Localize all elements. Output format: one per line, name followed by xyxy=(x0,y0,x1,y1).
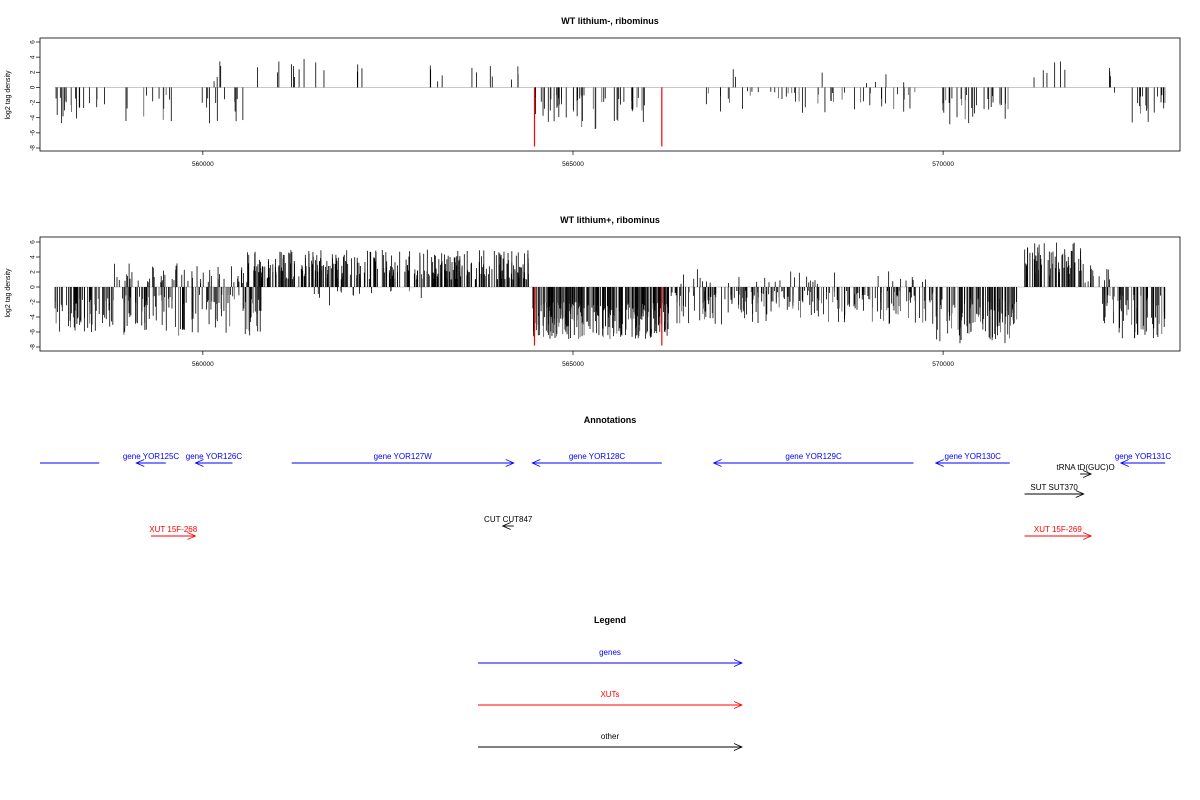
y-tick-label: -2 xyxy=(29,299,36,305)
y-tick-label: 6 xyxy=(29,40,36,44)
annotation-feature: gene YOR125C xyxy=(123,452,180,467)
annotation-feature: gene YOR130C xyxy=(934,452,1010,467)
panel-2-ylabel: log2 tag density xyxy=(5,268,12,318)
x-tick-label: 560000 xyxy=(192,361,214,368)
y-tick-label: 2 xyxy=(29,70,36,74)
feature-label: gene YOR128C xyxy=(569,452,626,461)
arrow-head xyxy=(135,459,145,467)
arrow-head xyxy=(733,743,743,751)
arrow-head xyxy=(501,522,511,530)
arrow-head xyxy=(1075,490,1085,498)
panel-1-title: WT lithium-, ribominus xyxy=(561,16,659,26)
legend-label: XUTs xyxy=(600,690,619,699)
y-tick-label: 0 xyxy=(29,285,36,289)
annotation-feature: gene YOR126C xyxy=(186,452,243,467)
legend-item: genes xyxy=(478,648,743,667)
panel-lithium-minus: WT lithium-, ribominus log2 tag density … xyxy=(5,16,1181,168)
annotation-feature: SUT SUT370 xyxy=(1024,483,1085,498)
y-tick-label: -6 xyxy=(29,329,36,335)
legend-label: genes xyxy=(599,648,621,657)
y-tick-label: 4 xyxy=(29,55,36,59)
legend-item: XUTs xyxy=(478,690,743,709)
annotations-title: Annotations xyxy=(584,415,637,425)
panel-1-ylabel: log2 tag density xyxy=(5,70,12,120)
feature-label: gene YOR125C xyxy=(123,452,180,461)
y-tick-label: 2 xyxy=(29,270,36,274)
annotation-feature: XUT 15F-269 xyxy=(1024,525,1093,540)
annotation-feature: gene YOR129C xyxy=(712,452,914,467)
x-tick-label: 565000 xyxy=(562,361,584,368)
panel-2-frame xyxy=(39,236,1181,352)
feature-label: gene YOR131C xyxy=(1115,452,1172,461)
panel-1-x-axis: 560000 565000 570000 xyxy=(192,151,954,168)
feature-label: gene YOR129C xyxy=(785,452,842,461)
feature-label: XUT 15F-269 xyxy=(1034,525,1082,534)
feature-label: gene YOR127W xyxy=(374,452,433,461)
feature-label: CUT CUT847 xyxy=(484,515,533,524)
panel-2-x-axis: 560000 565000 570000 xyxy=(192,351,954,368)
feature-label: XUT 15F-268 xyxy=(149,525,197,534)
annotation-feature: gene YOR127W xyxy=(291,452,515,467)
y-tick-label: 4 xyxy=(29,255,36,259)
arrow-head xyxy=(934,459,944,467)
y-tick-label: 6 xyxy=(29,240,36,244)
y-tick-label: -4 xyxy=(29,114,36,120)
y-tick-label: -6 xyxy=(29,130,36,136)
annotation-feature: CUT CUT847 xyxy=(484,515,533,530)
y-tick-label: -8 xyxy=(29,344,36,350)
annotations-panel: Annotations gene YOR125C gene YOR126C gene… xyxy=(40,415,1171,540)
arrow-head xyxy=(1083,532,1093,540)
feature-label: tRNA tD(GUC)O xyxy=(1056,463,1114,472)
panel-2-title: WT lithium+, ribominus xyxy=(560,215,660,225)
arrow-head xyxy=(505,459,515,467)
x-tick-label: 560000 xyxy=(192,161,214,168)
x-tick-label: 565000 xyxy=(562,161,584,168)
annotation-features: gene YOR125C gene YOR126C gene YOR127W gene… xyxy=(40,452,1171,540)
panel-2-y-axis: -8 -6 -4 -2 0 2 4 6 xyxy=(29,240,40,350)
feature-label: gene YOR126C xyxy=(186,452,243,461)
y-tick-label: -8 xyxy=(29,145,36,151)
panel-1-bars xyxy=(55,59,1166,147)
legend-label: other xyxy=(601,732,620,741)
legend-items: genes XUTs other xyxy=(478,648,743,751)
y-tick-label: -4 xyxy=(29,314,36,320)
x-tick-label: 570000 xyxy=(932,361,954,368)
panel-1-frame xyxy=(39,37,1181,152)
y-tick-label: -2 xyxy=(29,99,36,105)
panel-1-y-axis: -8 -6 -4 -2 0 2 4 6 xyxy=(29,40,40,151)
annotation-feature: gene YOR131C xyxy=(1115,452,1172,467)
legend-title: Legend xyxy=(594,615,626,625)
arrow-head xyxy=(187,532,197,540)
arrow-head xyxy=(733,659,743,667)
arrow-head xyxy=(712,459,722,467)
arrow-head xyxy=(531,459,541,467)
annotation-feature: gene YOR128C xyxy=(531,452,662,467)
arrow-head xyxy=(733,701,743,709)
y-tick-label: 0 xyxy=(29,85,36,89)
annotation-feature: tRNA tD(GUC)O xyxy=(1056,463,1115,478)
arrow-head xyxy=(194,459,204,467)
legend-item: other xyxy=(478,732,743,751)
panel-2-bars xyxy=(54,242,1166,346)
annotation-feature: XUT 15F-268 xyxy=(149,525,198,540)
legend-panel: Legend genes XUTs other xyxy=(478,615,743,751)
arrow-head xyxy=(1119,459,1129,467)
arrow-head xyxy=(1083,470,1093,478)
feature-label: gene YOR130C xyxy=(945,452,1002,461)
panel-lithium-plus: WT lithium+, ribominus log2 tag density … xyxy=(5,215,1181,368)
x-tick-label: 570000 xyxy=(932,161,954,168)
feature-label: SUT SUT370 xyxy=(1030,483,1078,492)
